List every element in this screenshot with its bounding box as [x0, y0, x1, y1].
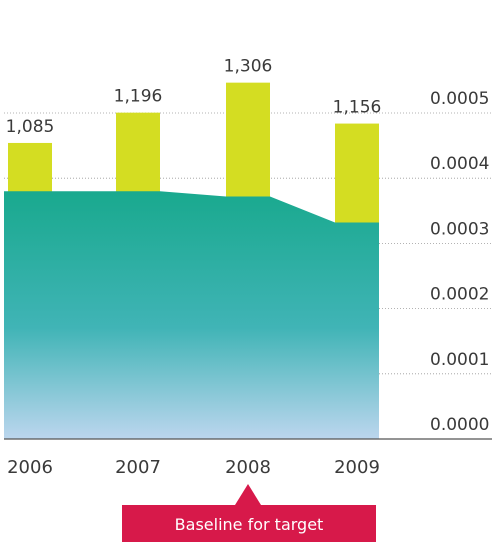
y-tick-label: 0.0000	[430, 415, 489, 435]
bar-value-label: 1,196	[114, 87, 163, 107]
y-tick-label: 0.0001	[430, 350, 489, 370]
bar-value-label: 1,306	[224, 57, 273, 77]
annotation: Baseline for target	[122, 484, 376, 542]
y-tick-label: 0.0002	[430, 285, 489, 305]
annotation-pointer	[235, 484, 261, 505]
labels: 0.0005 0.0004 0.0003 0.0002 0.0001 0.0000 1,08…	[6, 57, 490, 478]
x-tick-label: 2007	[115, 457, 161, 478]
area-series-fill	[4, 191, 379, 439]
bar-value-label: 1,085	[6, 117, 55, 137]
y-tick-label: 0.0004	[430, 154, 489, 174]
y-tick-label: 0.0005	[430, 89, 489, 109]
x-tick-label: 2009	[334, 457, 380, 478]
area-series	[4, 191, 379, 439]
x-tick-label: 2008	[225, 457, 271, 478]
annotation-text: Baseline for target	[175, 515, 324, 534]
annotation-box	[122, 505, 376, 542]
bar-value-label: 1,156	[333, 98, 382, 118]
x-tick-label: 2006	[7, 457, 53, 478]
y-tick-label: 0.0003	[430, 219, 489, 239]
